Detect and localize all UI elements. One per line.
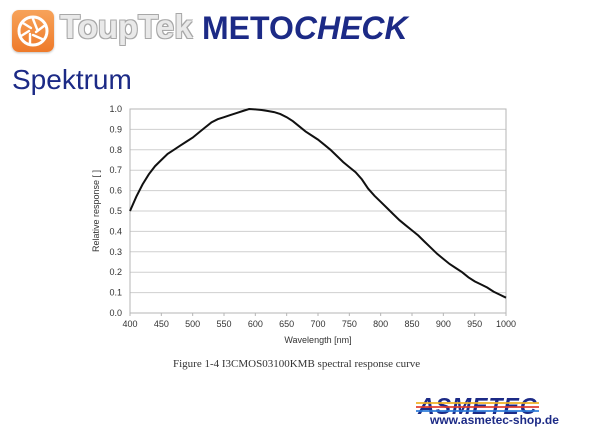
- product-name: METOCHECK: [202, 10, 408, 47]
- aperture-icon: [17, 15, 49, 47]
- y-tick-label: 0.2: [109, 267, 122, 277]
- logo-stripe: [416, 410, 540, 412]
- x-tick-label: 500: [185, 319, 200, 329]
- x-tick-label: 550: [216, 319, 231, 329]
- y-tick-label: 0.1: [109, 288, 122, 298]
- x-tick-label: 700: [310, 319, 325, 329]
- brand-name: ToupTek: [60, 8, 193, 45]
- y-tick-label: 0.5: [109, 206, 122, 216]
- logo-stripe: [416, 406, 540, 408]
- y-tick-label: 0.0: [109, 308, 122, 318]
- y-axis-label: Relative response [ ]: [91, 170, 101, 252]
- chart-caption: Figure 1-4 I3CMOS03100KMB spectral respo…: [173, 358, 421, 370]
- x-tick-label: 900: [436, 319, 451, 329]
- y-tick-label: 0.4: [109, 226, 122, 236]
- y-tick-label: 0.7: [109, 165, 122, 175]
- x-tick-label: 650: [279, 319, 294, 329]
- x-tick-label: 950: [467, 319, 482, 329]
- y-tick-label: 0.9: [109, 124, 122, 134]
- x-tick-labels: 400 450 500 550 600 650 700 750 800 850 900 950 1000: [122, 319, 516, 329]
- series-line: [129, 107, 507, 299]
- x-tick-label: 850: [404, 319, 419, 329]
- x-tick-label: 600: [248, 319, 263, 329]
- x-tick-label: 750: [342, 319, 357, 329]
- brand-logo: [12, 10, 54, 52]
- x-tick-label: 450: [154, 319, 169, 329]
- x-axis-label: Wavelength [nm]: [284, 335, 351, 345]
- y-tick-label: 1.0: [109, 104, 122, 114]
- logo-stripe: [416, 402, 540, 404]
- asmetec-url: www.asmetec-shop.de: [430, 413, 559, 427]
- product-name-italic: CHECK: [293, 10, 408, 46]
- page-title: Spektrum: [12, 64, 132, 95]
- product-name-bold: METO: [202, 10, 294, 46]
- y-tick-label: 0.8: [109, 145, 122, 155]
- x-tick-label: 800: [373, 319, 388, 329]
- y-tick-label: 0.6: [109, 186, 122, 196]
- x-tick-label: 1000: [496, 319, 516, 329]
- asmetec-logo: ASMETEC: [416, 393, 540, 420]
- y-tick-label: 0.3: [109, 247, 122, 257]
- x-tick-label: 400: [122, 319, 137, 329]
- y-tick-labels: 0.0 0.1 0.2 0.3 0.4 0.5 0.6 0.7 0.8 0.9 1.0: [109, 104, 122, 318]
